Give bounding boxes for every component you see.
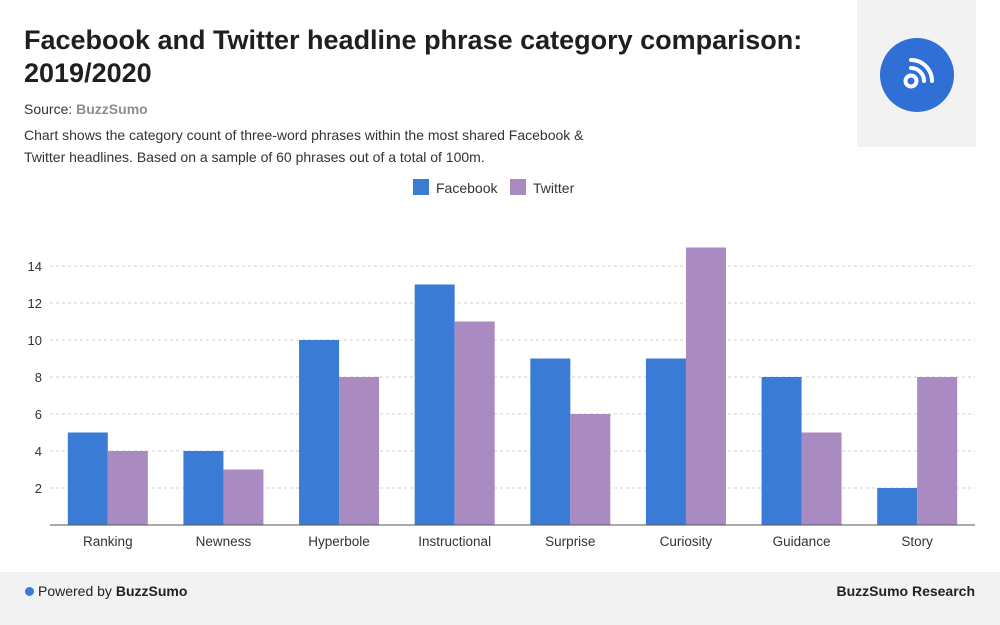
bar-facebook-curiosity	[645, 358, 686, 525]
bar-facebook-ranking	[67, 432, 108, 525]
y-tick-label: 2	[35, 481, 42, 496]
x-tick-label: Ranking	[83, 534, 133, 549]
x-tick-label: Instructional	[418, 534, 491, 549]
legend-swatch-twitter	[510, 179, 526, 195]
source-label: Source:	[24, 101, 73, 117]
x-tick-label: Hyperbole	[308, 534, 370, 549]
bar-twitter-story	[917, 377, 958, 525]
bar-facebook-surprise	[530, 358, 571, 525]
y-tick-label: 10	[28, 333, 42, 348]
bar-facebook-story	[877, 488, 918, 525]
bar-facebook-newness	[183, 451, 224, 525]
bar-facebook-hyperbole	[299, 340, 340, 525]
x-tick-label: Curiosity	[660, 534, 713, 549]
x-tick-label: Surprise	[545, 534, 595, 549]
y-tick-label: 6	[35, 407, 42, 422]
bar-twitter-curiosity	[685, 247, 726, 525]
bar-twitter-surprise	[570, 414, 611, 525]
chart-title: Facebook and Twitter headline phrase cat…	[24, 25, 803, 88]
footer-research-label: BuzzSumo Research	[836, 583, 975, 599]
source-name[interactable]: BuzzSumo	[76, 101, 148, 117]
legend-label-twitter: Twitter	[533, 180, 575, 196]
chart-subtitle: Chart shows the category count of three-…	[24, 127, 584, 165]
powered-brand: BuzzSumo	[115, 583, 188, 599]
legend-label-facebook: Facebook	[436, 180, 498, 196]
legend-swatch-facebook	[413, 179, 429, 195]
rss-feed-icon	[880, 38, 954, 112]
bar-twitter-newness	[223, 469, 264, 525]
bar-twitter-guidance	[801, 432, 842, 525]
footer-dot-icon	[25, 587, 34, 596]
bar-facebook-guidance	[761, 377, 802, 525]
y-tick-label: 8	[35, 370, 42, 385]
bar-chart: Facebook Twitter 2 4 6 8 10 12 14 Ranking Newness H…	[28, 179, 975, 549]
source-line: Source: BuzzSumo	[24, 101, 148, 117]
y-tick-label: 4	[35, 444, 42, 459]
y-tick-label: 12	[28, 296, 42, 311]
powered-by[interactable]: Powered by BuzzSumo	[38, 583, 187, 599]
bar-twitter-instructional	[454, 321, 495, 525]
bar-twitter-ranking	[107, 451, 148, 525]
y-tick-label: 14	[28, 259, 42, 274]
footer-bar	[0, 572, 1000, 625]
powered-prefix: Powered by	[38, 583, 112, 599]
bar-facebook-instructional	[414, 284, 455, 525]
x-tick-label: Story	[901, 534, 933, 549]
x-tick-label: Newness	[196, 534, 252, 549]
x-tick-label: Guidance	[773, 534, 831, 549]
bar-twitter-hyperbole	[339, 377, 380, 525]
